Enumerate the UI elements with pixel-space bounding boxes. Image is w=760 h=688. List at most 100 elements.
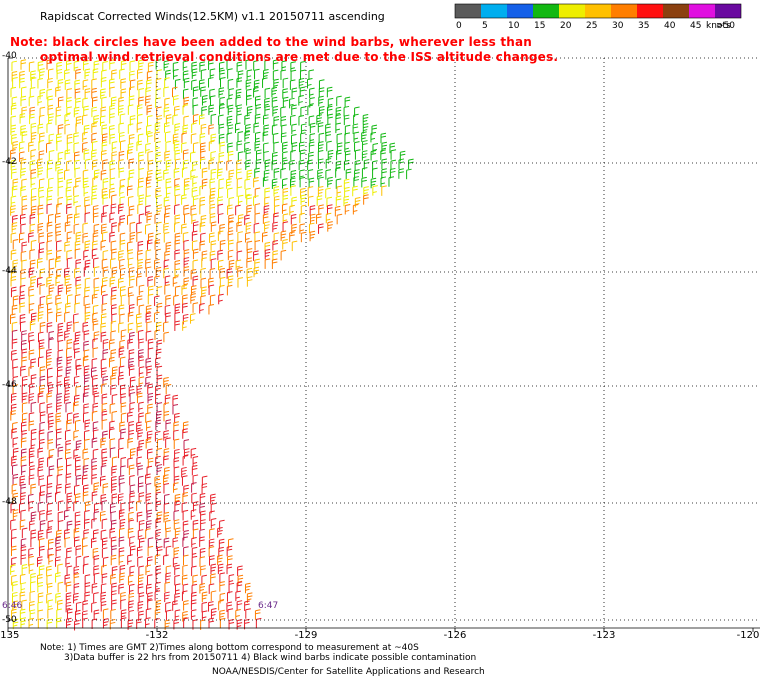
wind-barb [208, 77, 214, 88]
wind-barb [172, 86, 178, 98]
wind-barb [147, 403, 153, 415]
wind-barb [101, 133, 108, 144]
wind-barb [93, 592, 99, 603]
wind-barb [253, 122, 260, 134]
lon-label-132w: -132 [145, 630, 169, 641]
wind-barb [101, 96, 107, 108]
wind-barb [263, 150, 269, 162]
wind-barb [138, 338, 144, 349]
wind-barb [29, 249, 35, 260]
wind-barb [264, 87, 271, 99]
wind-barb [55, 420, 62, 431]
wind-barb [46, 403, 53, 414]
wind-barb [11, 574, 17, 586]
wind-barb [163, 430, 169, 441]
wind-barb [191, 240, 198, 251]
wind-barb [147, 293, 154, 305]
wind-barb [83, 403, 89, 414]
wind-barb [57, 177, 64, 188]
wind-barb [74, 213, 80, 224]
wind-barb [83, 365, 90, 376]
wind-barb [228, 169, 235, 181]
wind-barb [19, 70, 25, 82]
wind-barb [75, 465, 81, 476]
wind-barb [84, 501, 91, 512]
wind-barb [246, 69, 253, 80]
wind-barb [199, 556, 206, 567]
wind-barb [110, 240, 117, 251]
wind-barb [174, 592, 180, 604]
wind-barb [307, 195, 314, 207]
wind-barb [93, 331, 100, 342]
colorbar-label: 25 [586, 21, 598, 31]
wind-barb [21, 330, 27, 341]
wind-barb [82, 232, 89, 244]
wind-barb [147, 276, 153, 287]
wind-barb [210, 258, 217, 269]
wind-barb [272, 132, 279, 144]
wind-barb [10, 86, 17, 98]
wind-barb [128, 500, 135, 512]
wind-barb [28, 365, 35, 377]
wind-barb [84, 311, 91, 323]
wind-barb [82, 97, 88, 109]
wind-barb [237, 70, 244, 81]
wind-barb [128, 519, 135, 531]
wind-barb [110, 573, 116, 585]
wind-barb [201, 95, 208, 106]
wind-barb [118, 509, 125, 520]
wind-barb [110, 554, 117, 566]
wind-barb [66, 249, 72, 261]
wind-barb [137, 249, 143, 261]
wind-barb [66, 347, 72, 358]
wind-barb [262, 213, 269, 224]
wind-barb [19, 302, 26, 313]
wind-barb [156, 410, 162, 422]
wind-barb [82, 545, 88, 556]
wind-barb [145, 223, 151, 235]
wind-barb [147, 392, 154, 404]
wind-barb [12, 618, 19, 630]
wind-barb [10, 519, 16, 530]
wind-barb [147, 599, 153, 610]
wind-barb [173, 95, 179, 106]
wind-barb [156, 106, 162, 117]
wind-barb [19, 294, 25, 305]
wind-barb [155, 572, 162, 583]
wind-barb [208, 140, 215, 152]
wind-barb [91, 78, 97, 89]
wind-barb [12, 376, 19, 387]
wind-barb [119, 518, 126, 530]
wind-barb [55, 212, 61, 224]
wind-barb [318, 223, 324, 234]
wind-barb [101, 223, 107, 235]
wind-barb [11, 591, 18, 603]
wind-barb [147, 448, 153, 460]
wind-barb [56, 68, 63, 80]
wind-barb [209, 95, 216, 106]
wind-barb [155, 88, 162, 99]
wind-barb [165, 609, 172, 621]
wind-barb [65, 186, 72, 198]
wind-barb [101, 141, 108, 152]
wind-barb [138, 349, 144, 360]
wind-barb [109, 104, 115, 116]
wind-barb [37, 167, 44, 178]
colorbar-label: >50 [716, 21, 735, 31]
wind-barb [20, 421, 27, 432]
wind-barb [118, 167, 125, 178]
wind-barb [254, 203, 261, 214]
wind-barb [74, 302, 80, 313]
wind-barb [91, 185, 98, 196]
wind-barb [46, 574, 53, 585]
wind-barb [110, 511, 117, 522]
wind-barb [73, 339, 80, 351]
wind-barb [64, 267, 70, 279]
wind-barb [28, 547, 34, 559]
wind-barb [84, 212, 91, 223]
wind-barb [91, 96, 98, 108]
wind-barb [55, 223, 61, 234]
wind-barb [182, 294, 188, 305]
wind-barb [109, 113, 115, 124]
wind-barb [264, 258, 271, 269]
